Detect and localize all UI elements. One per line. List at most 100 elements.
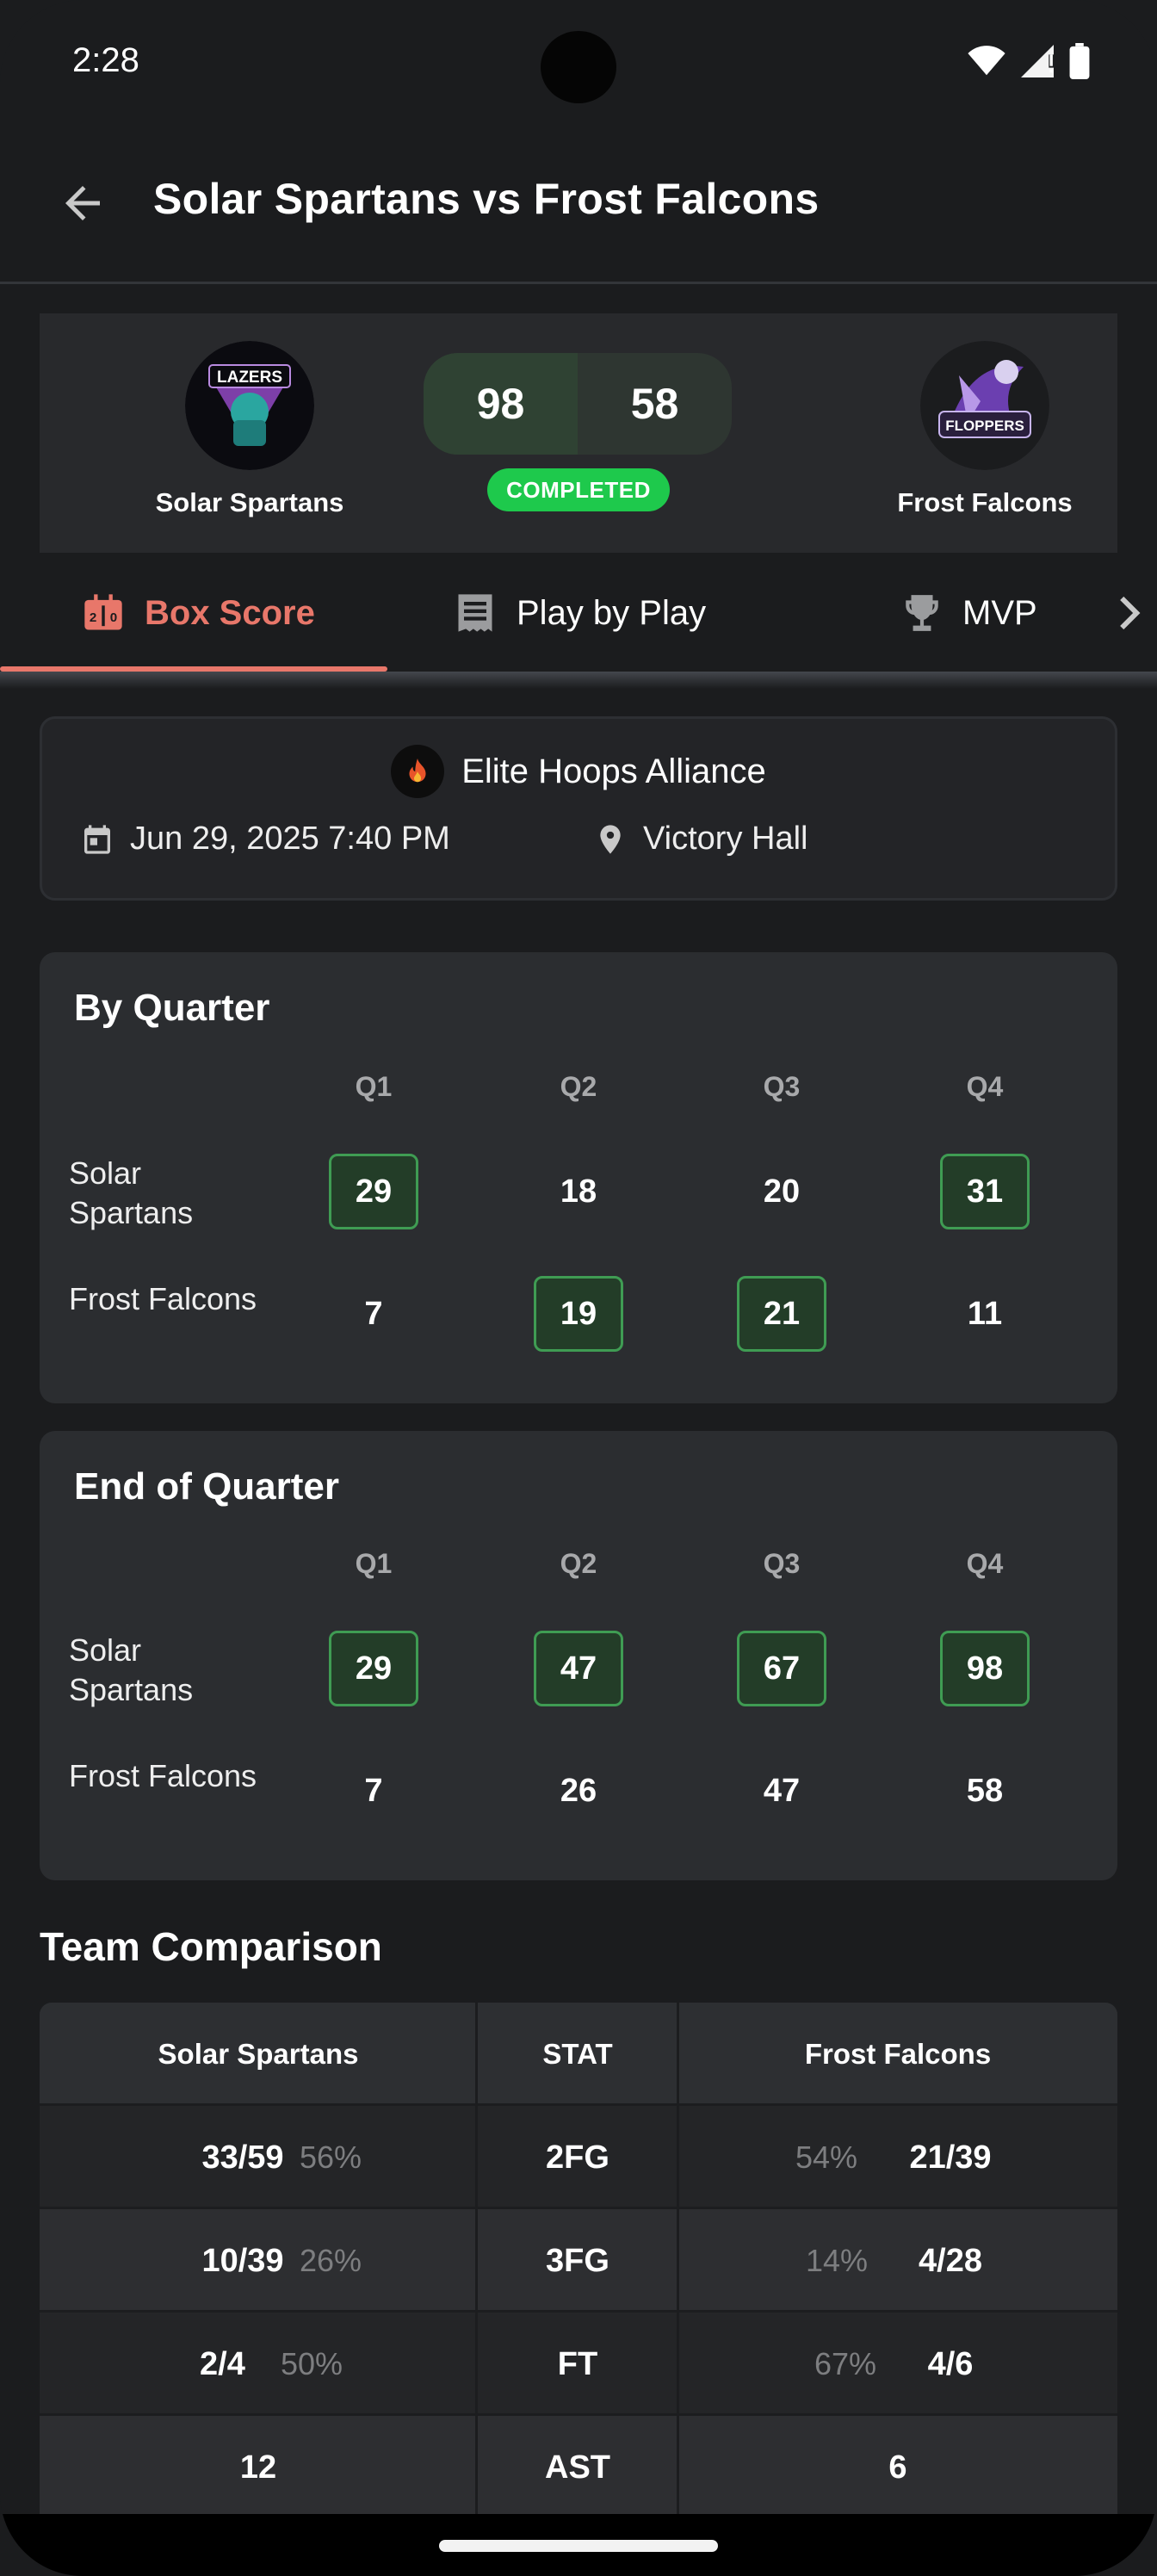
cumulative-score-cell: 67 <box>737 1631 826 1706</box>
game-datetime-text: Jun 29, 2025 7:40 PM <box>130 820 450 857</box>
away-team[interactable]: FLOPPERS Frost Falcons <box>856 341 1114 518</box>
cumulative-score-cell: 29 <box>329 1631 418 1706</box>
away-stat-pct: 54% <box>795 2139 858 2175</box>
away-team-logo: FLOPPERS <box>920 341 1049 470</box>
table-row: 2/4 50% FT 67% 4/6 <box>40 2313 1117 2416</box>
row-team-label-line: Spartans <box>69 1195 194 1230</box>
column-divider <box>475 2003 478 2519</box>
tab-divider <box>0 672 1157 689</box>
away-stat-value: 4/28 <box>919 2242 982 2279</box>
league-name: Elite Hoops Alliance <box>461 752 766 790</box>
quarter-header: Q1 <box>355 1548 393 1579</box>
away-stat-pct: 14% <box>806 2243 869 2278</box>
svg-text:0: 0 <box>110 610 117 625</box>
quarter-header: Q3 <box>763 1071 801 1102</box>
team-comparison-table: Solar Spartans STAT Frost Falcons 33/59 … <box>40 2003 1117 2519</box>
game-info-card: Elite Hoops Alliance Jun 29, 2025 7:40 P… <box>40 716 1117 901</box>
header-away-team: Frost Falcons <box>804 2038 992 2070</box>
row-team-label-line: Spartans <box>69 1672 194 1707</box>
row-team-label: Frost Falcons <box>69 1756 257 1796</box>
quarter-score-cell: 29 <box>329 1154 418 1229</box>
home-team-logo: LAZERS <box>185 341 314 470</box>
back-arrow-icon[interactable] <box>57 177 108 229</box>
end-of-quarter-card: End of Quarter Q1 Q2 Q3 Q4 Solar Spartan… <box>40 1431 1117 1880</box>
svg-text:2: 2 <box>90 610 96 625</box>
table-row: 12 AST 6 <box>40 2416 1117 2519</box>
quarter-header: Q4 <box>966 1071 1004 1102</box>
quarter-header: Q2 <box>560 1071 597 1102</box>
trophy-icon <box>906 595 938 631</box>
stat-name: FT <box>557 2345 598 2382</box>
cumulative-score-cell: 98 <box>940 1631 1030 1706</box>
home-stat-value: 2/4 <box>200 2345 245 2382</box>
tab-mvp[interactable]: MVP <box>900 553 1037 673</box>
flame-icon <box>409 759 426 783</box>
quarter-header: Q2 <box>560 1548 597 1579</box>
table-row: 10/39 26% 3FG 14% 4/28 <box>40 2209 1117 2313</box>
quarter-score-cell: 18 <box>560 1173 597 1210</box>
row-team-label: Solar Spartans <box>69 1631 193 1710</box>
signal-icon <box>1021 45 1054 77</box>
away-stat-value: 6 <box>888 2449 907 2486</box>
home-team-name: Solar Spartans <box>155 487 344 517</box>
game-venue-text: Victory Hall <box>643 820 808 857</box>
game-venue: Victory Hall <box>593 820 807 858</box>
home-stat-pct: 50% <box>281 2346 343 2381</box>
row-team-label: Solar Spartans <box>69 1154 193 1233</box>
home-team[interactable]: LAZERS Solar Spartans <box>121 341 379 518</box>
status-time: 2:28 <box>72 41 139 79</box>
game-datetime: Jun 29, 2025 7:40 PM <box>80 820 450 858</box>
home-score: 98 <box>424 353 578 455</box>
quarter-score-cell: 31 <box>940 1154 1030 1229</box>
home-stat-value: 12 <box>239 2449 277 2486</box>
row-team-label-line: Solar <box>69 1632 142 1668</box>
tab-play-by-play-label: Play by Play <box>517 593 707 632</box>
away-stat-value: 21/39 <box>909 2139 992 2176</box>
row-team-label-line: Frost Falcons <box>69 1281 257 1316</box>
status-bar: 2:28 <box>0 0 1157 129</box>
team-comparison-title: Team Comparison <box>40 1924 382 1969</box>
quarter-score-cell: 19 <box>534 1276 623 1352</box>
scoreboard: LAZERS Solar Spartans 98 58 COMPLETED FL… <box>40 313 1117 553</box>
end-of-quarter-title: End of Quarter <box>74 1465 340 1508</box>
chevron-right-icon[interactable] <box>1117 594 1143 632</box>
away-team-logo-text: FLOPPERS <box>945 418 1024 434</box>
tab-box-score-label: Box Score <box>145 593 315 632</box>
quarter-score-cell: 11 <box>967 1295 1003 1332</box>
away-stat-value: 4/6 <box>927 2345 974 2382</box>
location-pin-icon <box>600 824 621 854</box>
away-score: 58 <box>630 380 679 428</box>
stat-name: 2FG <box>546 2139 609 2176</box>
row-team-label-line: Solar <box>69 1155 142 1191</box>
home-stat-value: 10/39 <box>201 2242 284 2279</box>
home-stat-pct: 26% <box>300 2243 362 2278</box>
home-gesture-handle[interactable] <box>439 2540 718 2552</box>
status-icons <box>968 43 1090 79</box>
active-tab-indicator <box>0 666 387 672</box>
cumulative-score-cell: 58 <box>966 1772 1004 1809</box>
app-bar: Solar Spartans vs Frost Falcons <box>0 129 1157 284</box>
away-stat-pct: 67% <box>814 2346 877 2381</box>
cumulative-score-cell: 47 <box>763 1772 801 1809</box>
wifi-icon <box>968 46 1005 76</box>
receipt-list-icon <box>458 594 492 632</box>
header-stat: STAT <box>542 2038 613 2070</box>
table-row: 33/59 56% 2FG 54% 21/39 <box>40 2106 1117 2209</box>
cumulative-score-cell: 26 <box>560 1772 597 1809</box>
stat-name: 3FG <box>546 2242 609 2279</box>
home-stat-value: 33/59 <box>201 2139 284 2176</box>
quarter-score-cell: 20 <box>763 1173 801 1210</box>
tab-play-by-play[interactable]: Play by Play <box>453 553 706 673</box>
table-header-row: Solar Spartans STAT Frost Falcons <box>40 2003 1117 2106</box>
home-team-logo-text: LAZERS <box>217 368 282 387</box>
home-stat-pct: 56% <box>300 2139 362 2175</box>
calendar-icon <box>84 824 110 854</box>
league-row[interactable]: Elite Hoops Alliance <box>42 745 1115 798</box>
tab-mvp-label: MVP <box>962 593 1037 632</box>
away-team-name: Frost Falcons <box>897 487 1073 517</box>
quarter-score-cell: 7 <box>364 1295 383 1332</box>
